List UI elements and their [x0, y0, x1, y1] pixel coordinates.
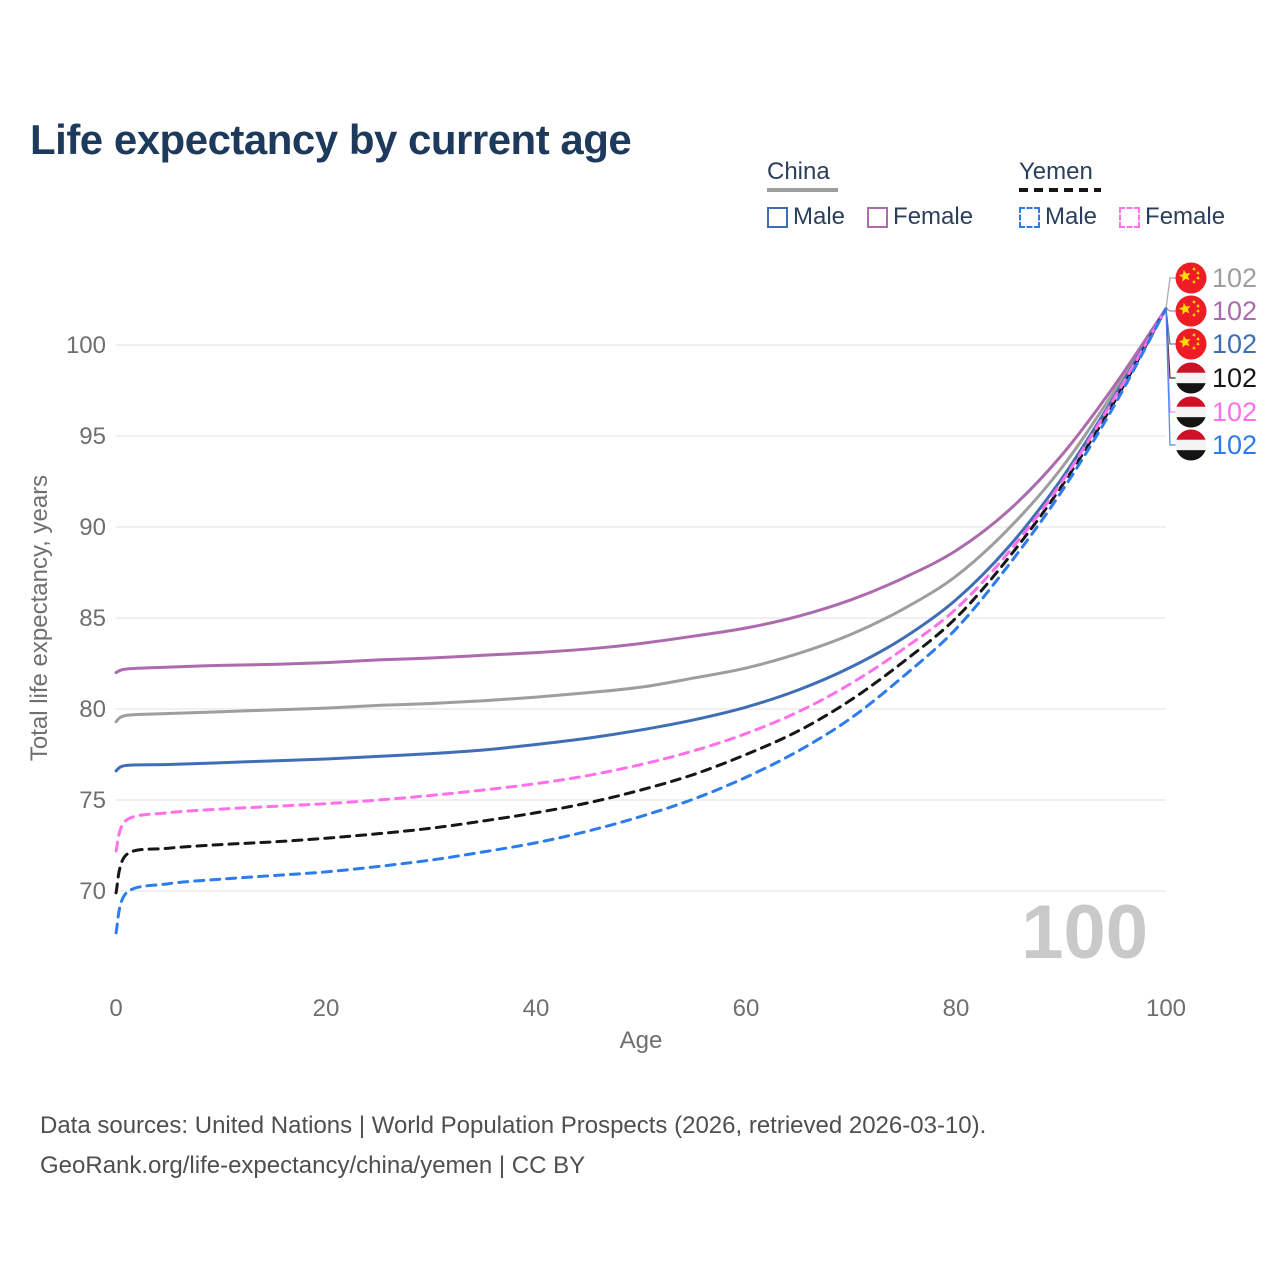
axis-ticks: 70 75 80 85 90 95 100 0 20 40 60 80 100: [66, 332, 1186, 1022]
china-female-label: Female: [893, 203, 974, 230]
y-tick-label: 95: [79, 423, 106, 450]
x-axis-title: Age: [620, 1027, 663, 1054]
end-value-label: 102: [1212, 263, 1257, 293]
end-value-label: 102: [1212, 329, 1257, 359]
legend-item-china-female[interactable]: Female: [867, 203, 973, 231]
legend-item-yemen-female[interactable]: Female: [1119, 203, 1225, 231]
data-sources-line: Data sources: United Nations | World Pop…: [40, 1112, 987, 1139]
flag-yemen-icon: [1175, 362, 1207, 394]
flag-china-icon: [1175, 262, 1207, 294]
x-tick-label: 80: [943, 995, 970, 1022]
china-line-style-swatch: [767, 188, 838, 192]
x-tick-label: 0: [109, 995, 122, 1022]
china-female-checkbox[interactable]: [867, 206, 889, 228]
page-title: Life expectancy by current age: [30, 116, 632, 164]
end-value-label: 102: [1212, 397, 1257, 427]
x-tick-label: 40: [523, 995, 550, 1022]
x-tick-label: 60: [733, 995, 760, 1022]
legend-group-china: China Male Female: [767, 158, 991, 231]
china-male-checkbox[interactable]: [767, 206, 788, 228]
flag-yemen-icon: [1175, 429, 1207, 461]
yemen-line-style-swatch: [1019, 188, 1101, 192]
series-line-yemen-female: [114, 307, 1168, 853]
yemen-female-checkbox[interactable]: [1119, 206, 1141, 228]
china-male-label: Male: [793, 203, 846, 230]
yemen-female-label: Female: [1145, 203, 1226, 230]
end-value-label: 102: [1212, 430, 1257, 460]
legend-country-china-label: China: [767, 158, 830, 185]
end-value-label: 102: [1212, 363, 1257, 393]
chart-footer: Data sources: United Nations | World Pop…: [40, 1106, 986, 1186]
y-tick-label: 70: [79, 878, 106, 905]
series-line-china-female: [114, 307, 1168, 675]
series-line-yemen-all: [114, 307, 1168, 895]
series-line-china-all: [114, 307, 1168, 724]
legend-item-yemen-male[interactable]: Male: [1019, 203, 1097, 231]
x-tick-label: 100: [1146, 995, 1186, 1022]
gridlines: [116, 344, 1166, 892]
yemen-male-label: Male: [1045, 203, 1098, 230]
legend-group-yemen: Yemen Male Female: [1019, 158, 1243, 231]
end-value-label: 102: [1212, 296, 1257, 326]
flag-yemen-icon: [1175, 396, 1207, 428]
series-line-china-male: [114, 307, 1168, 773]
legend-item-china-male[interactable]: Male: [767, 203, 845, 231]
legend-country-yemen-label: Yemen: [1019, 158, 1093, 185]
series-line-yemen-male: [114, 307, 1168, 935]
x-tick-label: 20: [313, 995, 340, 1022]
end-label-connector: [1165, 308, 1177, 446]
y-tick-label: 90: [79, 514, 106, 541]
end-label-connector: [1165, 308, 1177, 312]
legend: China Male Female Yemen Male Female: [0, 158, 1280, 238]
series-lines: [114, 307, 1168, 935]
yemen-male-checkbox[interactable]: [1019, 206, 1040, 228]
end-label-connector: [1165, 277, 1177, 309]
end-label-connector: [1165, 308, 1177, 345]
y-tick-label: 80: [79, 696, 106, 723]
y-tick-label: 85: [79, 605, 106, 632]
y-tick-label: 75: [79, 787, 106, 814]
y-axis-title: Total life expectancy, years: [26, 475, 53, 761]
flag-china-icon: [1175, 328, 1207, 360]
age-counter-watermark: 100: [1021, 890, 1148, 975]
attribution-line: GeoRank.org/life-expectancy/china/yemen …: [40, 1152, 586, 1179]
y-tick-label: 100: [66, 332, 106, 359]
flag-china-icon: [1175, 295, 1207, 327]
